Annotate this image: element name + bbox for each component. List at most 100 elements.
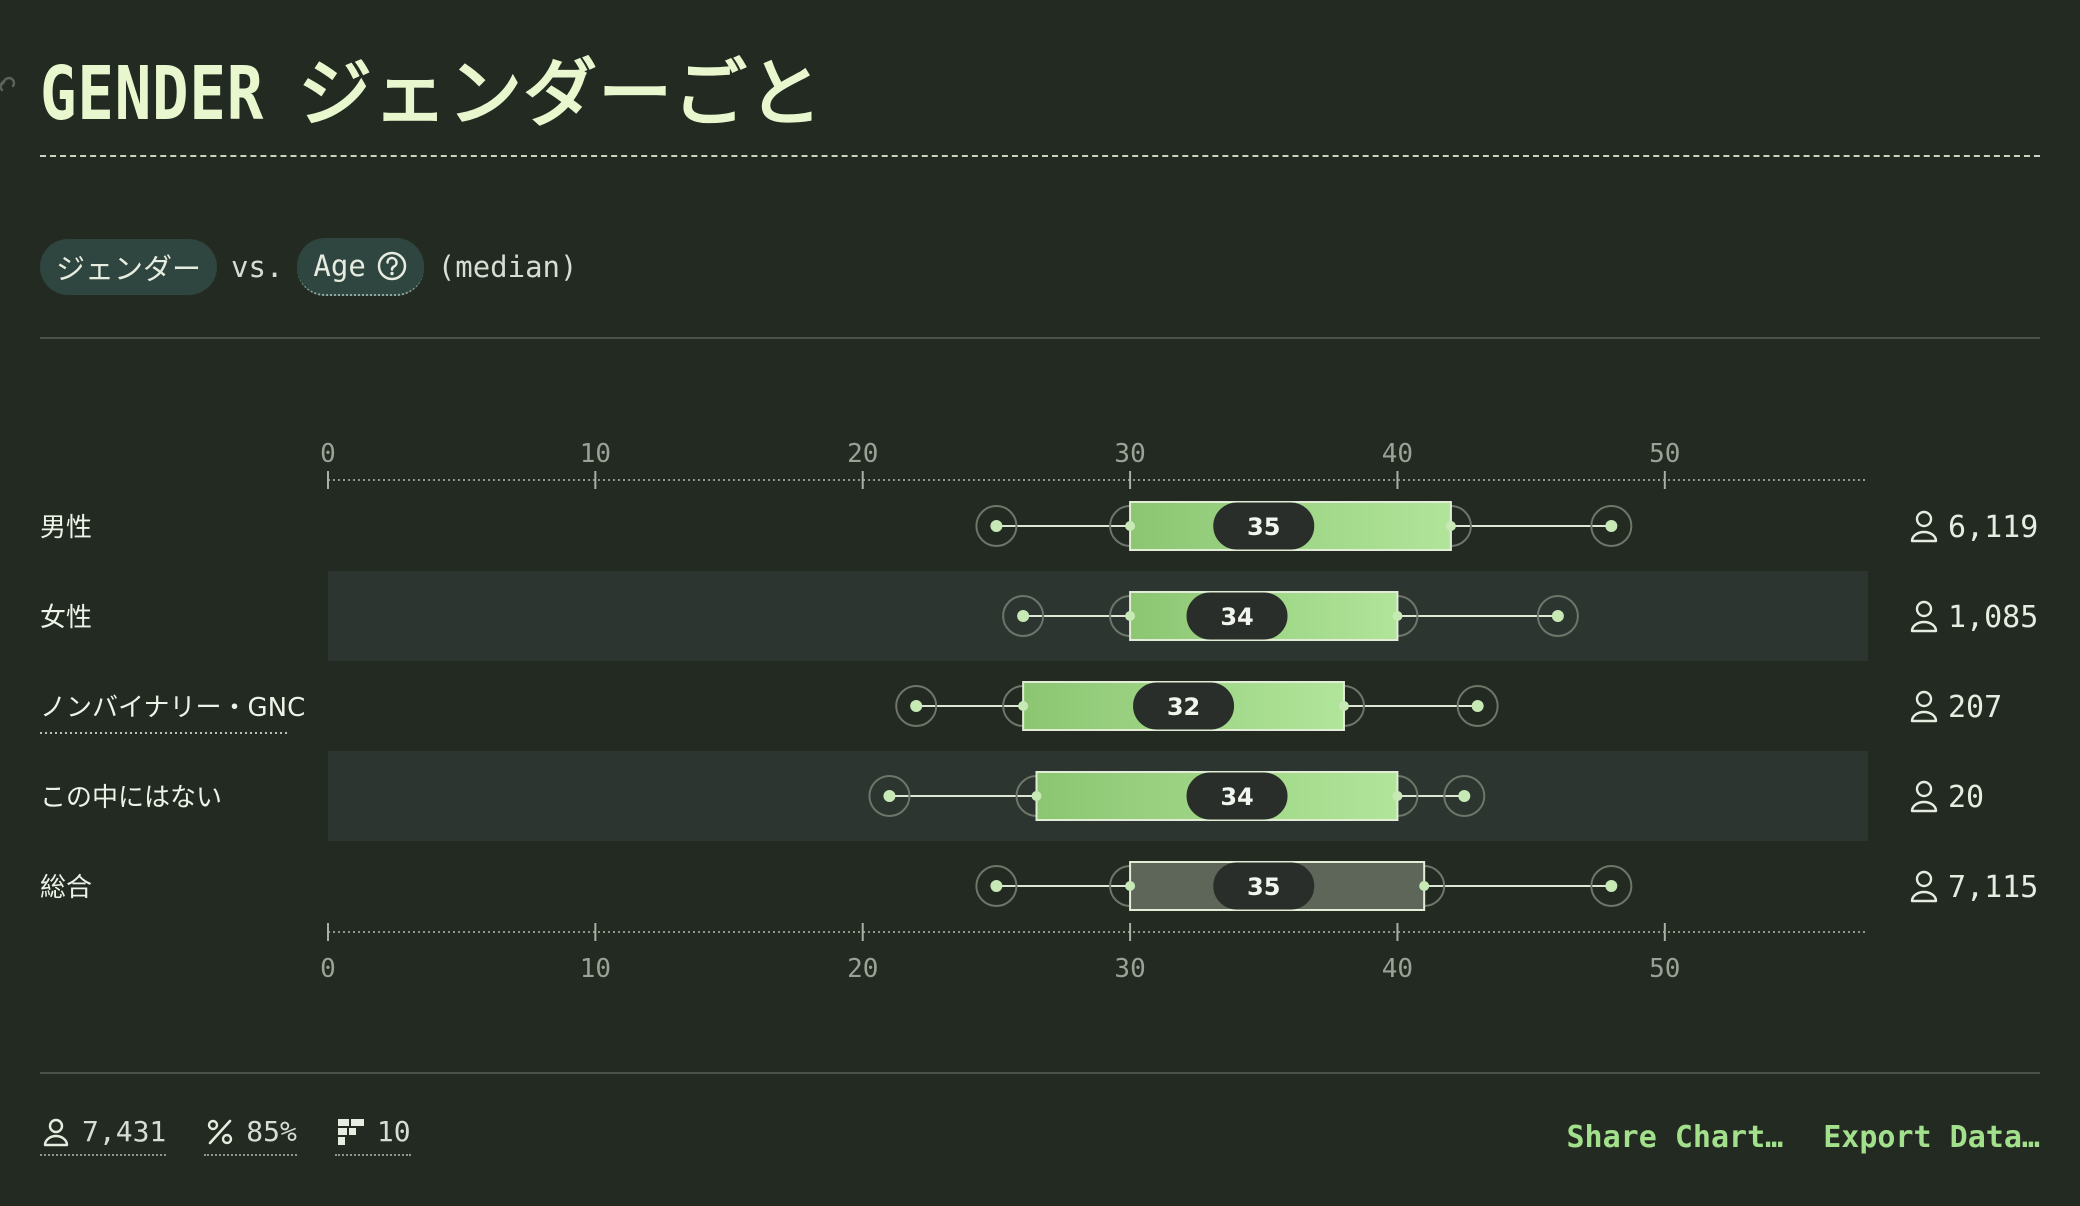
whisker-high-ring <box>1536 595 1579 637</box>
q1-dot <box>1018 701 1029 711</box>
row-label: 総合 <box>40 873 92 903</box>
whisker-low-dot <box>1017 610 1030 622</box>
person-icon-body <box>1910 530 1938 543</box>
tick-label: 40 <box>1382 439 1413 469</box>
median-value: 35 <box>1247 513 1280 541</box>
tick-label: 10 <box>580 439 611 469</box>
whisker-low-ring <box>1002 595 1045 637</box>
median-value: 34 <box>1220 603 1253 631</box>
q3-dot <box>1419 881 1430 891</box>
median-pill <box>1213 862 1315 910</box>
whisker-high-dot <box>1605 880 1618 892</box>
export-data-link[interactable]: Export Data… <box>1823 1120 2040 1155</box>
whisker-high-ring <box>1456 685 1499 727</box>
whisker-high-ring <box>1590 505 1633 547</box>
share-chart-link[interactable]: Share Chart… <box>1566 1120 1784 1155</box>
whisker-high-dot <box>1471 700 1484 712</box>
dimension-pill[interactable]: ジェンダー <box>40 239 218 295</box>
questions-value: 10 <box>376 1115 411 1148</box>
q3-dot <box>1392 791 1403 801</box>
percent-icon <box>208 1119 233 1144</box>
whisker-high-dot <box>1551 610 1564 622</box>
median-value: 35 <box>1247 873 1280 901</box>
respondents-value: 7,431 <box>82 1115 167 1148</box>
row-count: 1,085 <box>1948 600 2038 635</box>
median-pill <box>1186 592 1288 640</box>
q1-dot <box>1125 611 1136 621</box>
row-count: 7,115 <box>1948 870 2038 905</box>
tick-label: 30 <box>1114 954 1145 984</box>
metric-pill[interactable]: Age <box>297 238 424 296</box>
q1-dot <box>1125 521 1136 531</box>
percent-stat[interactable]: 85% <box>204 1115 297 1156</box>
tick-label: 20 <box>847 439 878 469</box>
whisker-high-ring <box>1590 865 1633 907</box>
person-icon <box>1915 690 1933 708</box>
tick-label: 50 <box>1649 954 1680 984</box>
tick-label: 30 <box>1114 439 1145 469</box>
query-selector: ジェンダー vs. Age (median) <box>40 238 578 296</box>
row-count: 207 <box>1948 690 2002 725</box>
tick-label: 50 <box>1649 439 1680 469</box>
q1-dot <box>1125 881 1136 891</box>
person-icon <box>1915 510 1933 528</box>
q3-dot <box>1445 521 1456 531</box>
median-value: 32 <box>1167 693 1200 721</box>
median-pill <box>1213 502 1315 550</box>
row-label: 男性 <box>40 513 92 543</box>
respondents-stat[interactable]: 7,431 <box>40 1115 167 1156</box>
row-label: ノンバイナリー・GNC <box>40 693 305 723</box>
person-icon <box>43 1118 69 1146</box>
row-count: 6,119 <box>1948 510 2038 545</box>
whisker-low-ring <box>975 865 1018 907</box>
whisker-low-dot <box>910 700 923 712</box>
whisker-low-ring <box>975 505 1018 547</box>
title-divider <box>40 155 2040 157</box>
q3-dot <box>1392 611 1403 621</box>
person-icon-body <box>1910 620 1938 633</box>
person-icon-body <box>1910 800 1938 813</box>
q1-dot <box>1031 791 1042 801</box>
footer-divider <box>40 1072 2040 1074</box>
metric-label: Age <box>313 249 366 283</box>
whisker-low-dot <box>990 520 1003 532</box>
chart-actions: Share Chart… Export Data… <box>1567 1120 2041 1155</box>
questions-stat[interactable]: 10 <box>334 1115 411 1156</box>
vs-label: vs. <box>231 250 284 284</box>
person-icon <box>1915 600 1933 618</box>
dimension-label: ジェンダー <box>56 252 202 286</box>
whisker-low-dot <box>990 880 1003 892</box>
person-icon <box>1915 780 1933 798</box>
tick-label: 20 <box>847 954 878 984</box>
tick-label: 40 <box>1382 954 1413 984</box>
median-value: 34 <box>1220 783 1253 811</box>
person-icon-body <box>1910 710 1938 723</box>
median-pill <box>1133 682 1235 730</box>
header-divider <box>40 337 2040 339</box>
median-pill <box>1186 772 1288 820</box>
title-jp: ジェンダーごと <box>298 51 824 137</box>
page-title: GENDER ジェンダーごと <box>40 34 823 141</box>
row-label: 女性 <box>40 603 92 633</box>
tick-label: 0 <box>320 954 336 984</box>
q3-dot <box>1338 701 1349 711</box>
whisker-low-dot <box>883 790 896 802</box>
whisker-high-dot <box>1605 520 1618 532</box>
boxplot-chart: 0 10 20 30 40 50 0 10 20 30 40 50 男性 35 6,119 女性 34 1,085… <box>40 439 2038 984</box>
row-count: 20 <box>1948 780 1984 815</box>
row-label: この中にはない <box>40 783 222 813</box>
tick-label: 10 <box>580 954 611 984</box>
percent-value: 85% <box>246 1115 297 1148</box>
tick-label: 0 <box>320 439 336 469</box>
aggregation-label: (median) <box>437 250 578 284</box>
whisker-high-dot <box>1458 790 1471 802</box>
questions-icon <box>337 1118 364 1145</box>
whisker-low-ring <box>895 685 938 727</box>
whisker-high-ring <box>1443 775 1486 817</box>
title-en: GENDER <box>40 51 265 137</box>
help-icon[interactable] <box>376 250 408 282</box>
footer-stats: 7,431 85% 10 <box>40 1115 411 1156</box>
link-icon[interactable] <box>0 70 22 100</box>
whisker-low-ring <box>868 775 911 817</box>
person-icon <box>1915 870 1933 888</box>
